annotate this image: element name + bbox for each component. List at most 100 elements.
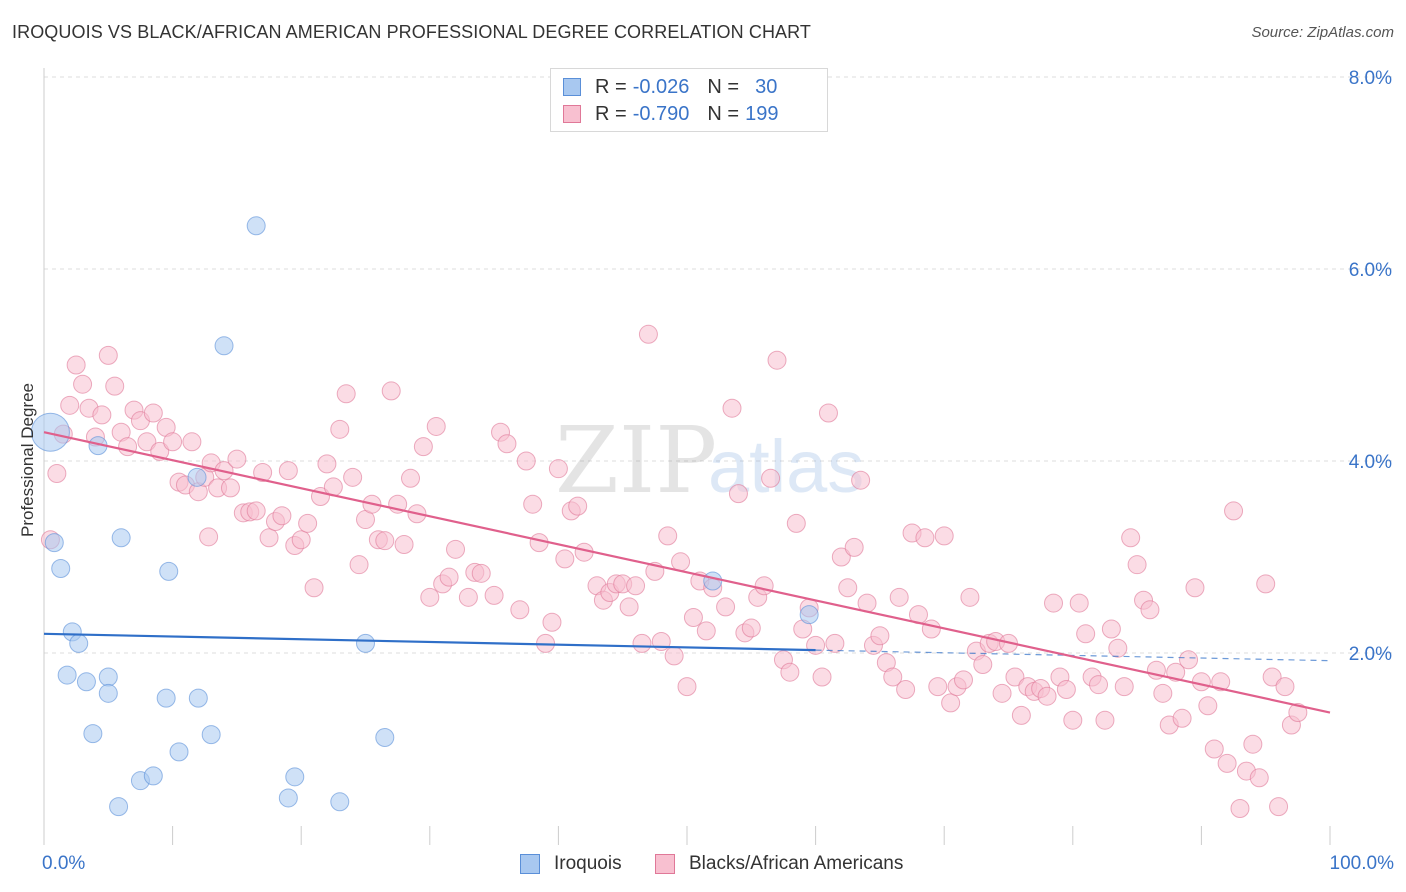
stats-box: R = -0.026 N = 30 R = -0.790 N = 199 — [550, 68, 828, 132]
legend-label-iroquois: Iroquois — [554, 853, 622, 874]
y-tick-label: 6.0% — [1349, 260, 1392, 281]
data-point — [1185, 578, 1205, 598]
data-point — [516, 451, 536, 471]
data-point — [1256, 574, 1276, 594]
data-point — [401, 468, 421, 488]
axes — [43, 68, 1331, 845]
data-point — [187, 467, 207, 487]
data-point — [182, 432, 202, 452]
data-point — [568, 496, 588, 516]
data-point — [722, 398, 742, 418]
data-point — [960, 587, 980, 607]
data-point — [838, 578, 858, 598]
data-point — [188, 688, 208, 708]
r-label: R = — [595, 102, 627, 125]
data-point — [941, 693, 961, 713]
data-point — [780, 662, 800, 682]
n-value: 199 — [745, 102, 779, 125]
data-point — [278, 461, 298, 481]
n-label: N = — [707, 75, 740, 98]
chart-title: IROQUOIS VS BLACK/AFRICAN AMERICAN PROFE… — [12, 22, 812, 42]
data-point — [953, 670, 973, 690]
data-point — [439, 567, 459, 587]
data-point — [201, 725, 221, 745]
data-point — [413, 437, 433, 457]
data-point — [169, 742, 189, 762]
data-point — [1089, 675, 1109, 695]
legend-item-blacks[interactable]: Blacks/African Americans — [655, 852, 903, 876]
data-point — [1249, 768, 1269, 788]
data-point — [761, 468, 781, 488]
data-point — [92, 405, 112, 425]
data-point — [896, 679, 916, 699]
watermark-zip: ZIP — [555, 407, 717, 514]
data-point — [1011, 705, 1031, 725]
data-point — [66, 355, 86, 375]
data-point — [111, 528, 131, 548]
data-point — [1121, 528, 1141, 548]
data-point — [57, 665, 77, 685]
data-point — [330, 792, 350, 812]
data-point — [1153, 683, 1173, 703]
data-point — [1224, 501, 1244, 521]
data-point — [47, 463, 67, 483]
data-point — [658, 526, 678, 546]
data-point — [915, 528, 935, 548]
stats-row-blacks: R = -0.790 N = 199 — [563, 102, 778, 126]
data-point — [69, 633, 89, 653]
y-tick-label: 2.0% — [1349, 644, 1392, 665]
trend-line-iroquois — [43, 632, 816, 652]
data-point — [1172, 708, 1192, 728]
data-point — [497, 434, 517, 454]
tick-labels: 2.0% 4.0% 6.0% 8.0% 0.0% 100.0% — [42, 68, 1394, 874]
data-point — [523, 494, 543, 514]
data-point — [381, 381, 401, 401]
data-point — [1005, 667, 1025, 687]
data-point — [1037, 686, 1057, 706]
data-point — [767, 350, 787, 370]
data-point — [555, 549, 575, 569]
data-point — [336, 384, 356, 404]
data-point — [973, 655, 993, 675]
data-point — [883, 667, 903, 687]
stats-swatch-blacks — [563, 105, 581, 123]
data-point — [291, 530, 311, 550]
data-point — [375, 531, 395, 551]
data-point — [163, 432, 183, 452]
data-point — [73, 374, 93, 394]
data-point — [889, 587, 909, 607]
data-point — [671, 552, 691, 572]
data-point — [818, 403, 838, 423]
data-point — [98, 667, 118, 687]
data-point — [246, 216, 266, 236]
legend-label-blacks: Blacks/African Americans — [689, 853, 904, 874]
data-point — [1076, 624, 1096, 644]
data-point — [542, 612, 562, 632]
data-point — [754, 576, 774, 596]
data-point — [851, 470, 871, 490]
grid-lines — [44, 76, 1392, 654]
data-point — [458, 587, 478, 607]
y-axis-label: Professional Degree — [18, 382, 37, 538]
data-point — [741, 618, 761, 638]
data-point — [1069, 593, 1089, 613]
source-label: Source: ZipAtlas.com — [1251, 24, 1394, 41]
data-point — [1211, 672, 1231, 692]
data-point — [1262, 667, 1282, 687]
legend-item-iroquois[interactable]: Iroquois — [520, 852, 622, 876]
data-point — [825, 633, 845, 653]
legend-swatch-blacks — [655, 854, 675, 874]
data-point — [304, 578, 324, 598]
data-point — [1204, 739, 1224, 759]
data-point — [703, 571, 723, 591]
data-point — [105, 376, 125, 396]
r-value: -0.790 — [632, 102, 690, 125]
data-point — [786, 513, 806, 533]
data-point — [1191, 672, 1211, 692]
data-point — [1095, 710, 1115, 730]
data-point — [992, 683, 1012, 703]
data-point — [928, 677, 948, 697]
data-point — [548, 459, 568, 479]
data-point — [51, 559, 71, 579]
data-point — [44, 533, 64, 553]
